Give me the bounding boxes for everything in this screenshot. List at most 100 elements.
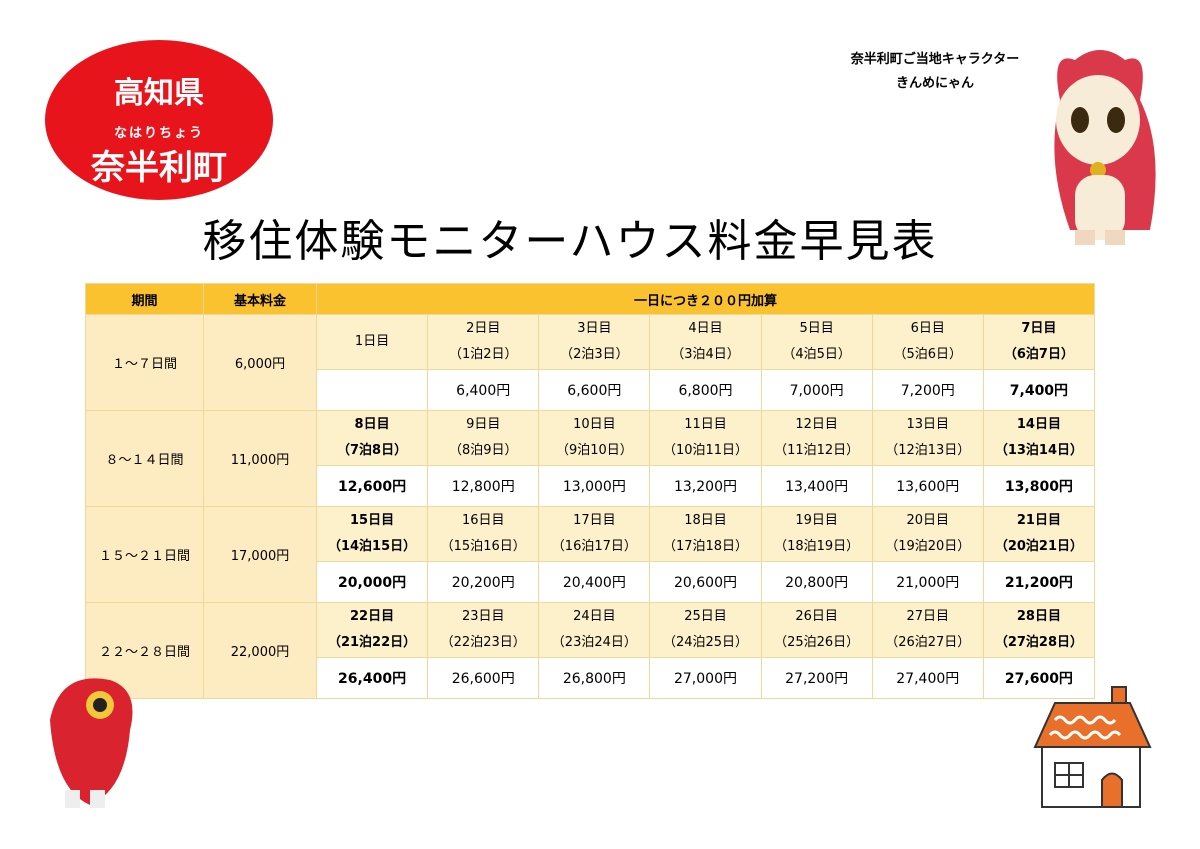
price-cell: 20,600円 (649, 561, 762, 603)
day-label: 19日目 (795, 513, 838, 528)
base-fee-cell: 6,000円 (203, 314, 317, 411)
day-cell: 9日目 （8泊9日） (427, 410, 540, 466)
stay-label: （20泊21日） (994, 539, 1084, 554)
day-cell: 16日目 （15泊16日） (427, 506, 540, 562)
price-cell: 6,400円 (427, 369, 540, 411)
day-cell: 6日目 （5泊6日） (871, 314, 984, 370)
day-label: 11日目 (684, 417, 727, 432)
day-label: 26日目 (795, 609, 838, 624)
price-cell: 26,400円 (315, 657, 429, 699)
prefecture: 高知県 (114, 76, 204, 111)
day-label: 12日目 (795, 417, 838, 432)
character-caption: 奈半利町ご当地キャラクター きんめにゃん (820, 48, 1050, 96)
house-icon (1033, 686, 1152, 808)
base-fee-cell: 22,000円 (203, 602, 317, 699)
stay-label: （10泊11日） (662, 443, 749, 458)
fee-table: 期間 基本料金 一日につき２００円加算 １～７日間 6,000円 1日目 2日目 （1泊2日）… (85, 283, 1096, 699)
price-cell: 6,600円 (538, 369, 651, 411)
base-fee-cell: 17,000円 (203, 506, 317, 603)
day-cell: 19日目 （18泊19日） (760, 506, 873, 562)
town-name: 奈半利町 (91, 148, 227, 188)
day-cell: 23日目 （22泊23日） (427, 602, 540, 658)
stay-label: （22泊23日） (440, 635, 526, 650)
price-cell: 27,200円 (760, 657, 873, 699)
day-label: 5日目 (799, 321, 834, 336)
period-cell: １５～２１日間 (85, 506, 204, 603)
mascot-cat (1054, 50, 1156, 245)
price-row: 20,000円 20,200円 20,400円 20,600円 20,800円 21,00… (86, 561, 1096, 603)
day-label: 28日目 (1016, 609, 1061, 624)
day-label: 21日目 (1016, 513, 1061, 528)
stay-label: （1泊2日） (448, 347, 518, 362)
mascot-fish (50, 678, 133, 808)
day-label: 14日目 (1016, 417, 1061, 432)
day-label: 4日目 (688, 321, 723, 336)
day-label: 27日目 (906, 609, 950, 624)
stay-label: （24泊25日） (662, 635, 749, 650)
day-cell: 21日目 （20泊21日） (982, 506, 1096, 562)
day-cell: 8日目 （7泊8日） (315, 410, 429, 466)
town-badge: 高知県 なはりちょう 奈半利町 (45, 40, 273, 200)
day-cell: 11日目 （10泊11日） (649, 410, 762, 466)
stay-label: （6泊7日） (1003, 347, 1074, 362)
price-cell: 7,000円 (760, 369, 873, 411)
day-cell: 13日目 （12泊13日） (871, 410, 984, 466)
stay-label: （19泊20日） (885, 539, 971, 554)
day-label: 13日目 (906, 417, 950, 432)
day-cell: 4日目 （3泊4日） (649, 314, 762, 370)
period-cell: １～７日間 (85, 314, 204, 411)
price-cell: 27,600円 (982, 657, 1096, 699)
day-label: 25日目 (684, 609, 727, 624)
day-cell: 2日目 （1泊2日） (427, 314, 540, 370)
header-cell: 一日につき２００円加算 (316, 283, 1095, 315)
day-cell: 12日目 （11泊12日） (760, 410, 873, 466)
stay-label: （7泊8日） (337, 443, 408, 458)
price-cell: 6,800円 (649, 369, 762, 411)
day-cell: 20日目 （19泊20日） (871, 506, 984, 562)
price-cell: 7,400円 (982, 369, 1096, 411)
period-cell: ８～１４日間 (85, 410, 204, 507)
price-cell: 13,200円 (649, 465, 762, 507)
stay-label: （13泊14日） (994, 443, 1084, 458)
day-cell: 5日目 （4泊5日） (760, 314, 873, 370)
day-cell: 22日目 （21泊22日） (315, 602, 429, 658)
stay-label: （2泊3日） (560, 347, 629, 362)
day-cell: 3日目 （2泊3日） (538, 314, 651, 370)
day-label: 9日目 (466, 417, 501, 432)
day-label: 2日目 (466, 321, 501, 336)
stay-label: （3泊4日） (671, 347, 740, 362)
day-cell: 24日目 （23泊24日） (538, 602, 651, 658)
price-cell: 20,400円 (538, 561, 651, 603)
day-cell: 17日目 （16泊17日） (538, 506, 651, 562)
day-row: ８～１４日間 11,000円 8日目 （7泊8日） 9日目 （8泊9日） 10日目 （9泊10… (85, 410, 1096, 507)
stay-label: （26泊27日） (885, 635, 971, 650)
day-label: 16日目 (461, 513, 505, 528)
stay-label: （5泊6日） (893, 347, 963, 362)
base-fee-cell: 11,000円 (203, 410, 317, 507)
stay-label: （17泊18日） (662, 539, 749, 554)
price-row: 6,400円 6,600円 6,800円 7,000円 7,200円 7,400円 (86, 369, 1096, 411)
price-cell: 20,200円 (427, 561, 540, 603)
day-cell: 14日目 （13泊14日） (982, 410, 1096, 466)
header-cell: 基本料金 (203, 283, 317, 315)
stay-label: （27泊28日） (994, 635, 1084, 650)
day-cell: 28日目 （27泊28日） (982, 602, 1096, 658)
day-cell: 7日目 （6泊7日） (982, 314, 1096, 370)
stay-label: （18泊19日） (774, 539, 860, 554)
day-label: 8日目 (354, 417, 390, 432)
stay-label: （4泊5日） (782, 347, 851, 362)
day-label: 1日目 (354, 334, 390, 349)
price-cell: 20,800円 (760, 561, 873, 603)
day-cell: 26日目 （25泊26日） (760, 602, 873, 658)
price-cell: 13,000円 (538, 465, 651, 507)
day-label: 10日目 (573, 417, 616, 432)
day-label: 15日目 (350, 513, 395, 528)
day-label: 17日目 (573, 513, 616, 528)
price-cell: 27,000円 (649, 657, 762, 699)
stay-label: （25泊26日） (774, 635, 860, 650)
stay-label: （8泊9日） (448, 443, 518, 458)
stay-label: （14泊15日） (327, 539, 417, 554)
price-cell: 7,200円 (871, 369, 984, 411)
day-label: 22日目 (350, 609, 395, 624)
caption-text: 奈半利町ご当地キャラクター (850, 52, 1020, 67)
